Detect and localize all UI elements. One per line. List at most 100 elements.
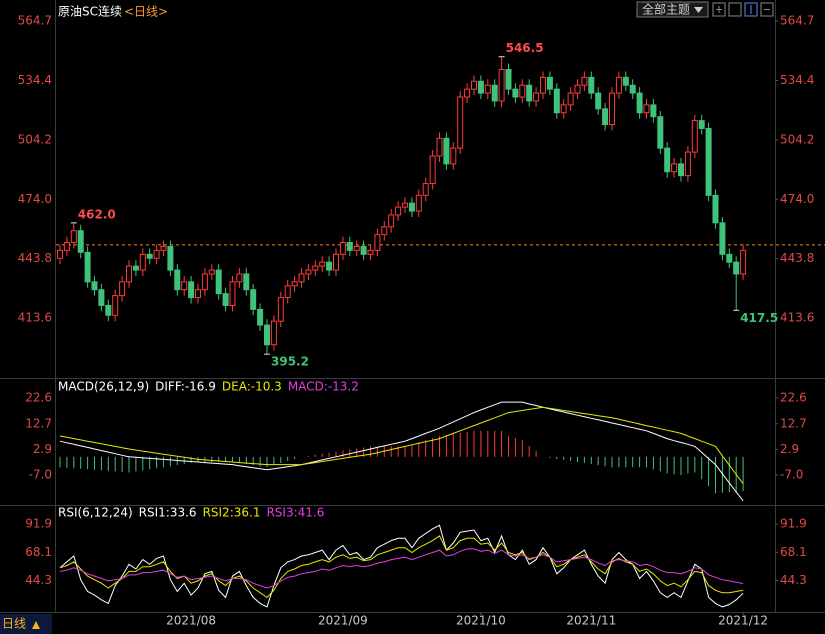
legend-entry: RSI2:36.1 [203,506,261,520]
candle-body [167,245,174,271]
theme-button-box[interactable] [636,1,709,18]
candle-body [415,194,422,212]
y-tick-label: 504.2 [18,132,52,146]
y-tick-label: -7.0 [29,468,52,482]
high-label: 462.0 [78,207,116,221]
candle-body [512,88,519,98]
candle-body [484,84,491,94]
candle-body [664,147,671,173]
candle-body [622,76,629,86]
candle-body [705,127,712,196]
icon-split[interactable] [744,2,758,17]
candle-body [284,285,291,299]
y-tick-label: 91.9 [25,517,52,531]
candle-body [609,92,615,126]
legend-entry: DEA:-10.3 [222,380,282,394]
indicator-title: MACD(26,12,9) [58,380,149,394]
candle-body [339,242,346,255]
candle-body [602,108,609,126]
candle-body [257,308,264,326]
low-label: 417.5 [740,311,778,325]
frame [0,0,825,613]
y-tick-label: 474.0 [18,192,52,206]
x-tick-label: 2021/11 [566,614,616,628]
candle-body [160,245,167,251]
candle-body [195,289,201,299]
candle-body [443,137,450,165]
candle-body [374,234,381,251]
dropdown-arrow[interactable] [694,7,703,13]
y-tick-label: 443.8 [18,251,52,265]
period-tab-label[interactable]: 日线 [2,617,26,631]
candle-body [298,273,305,283]
y-tick-label: 413.6 [18,311,52,325]
y-tick-label-right: 12.7 [780,416,807,430]
x-tick-label: 2021/09 [318,614,368,628]
candle-body [201,273,208,291]
candle-body [471,80,477,90]
icon-window[interactable] [728,2,742,17]
icon-crosshair[interactable] [712,2,726,17]
y-tick-label-right: 68.1 [780,545,807,559]
candle-body [726,253,733,263]
indicator-title: RSI(6,12,24) [58,506,133,520]
candle-body [277,297,284,322]
y-tick-label-right: 534.4 [780,73,814,87]
candle-body [553,88,560,114]
candle-body [643,104,650,114]
candle-body [395,206,402,216]
candle-body [57,249,63,259]
theme-button[interactable]: 全部主题 [636,1,709,18]
candle-body [98,289,105,306]
candle-body [402,202,408,208]
rsi-line [59,535,744,599]
candle-body [429,155,436,185]
icon-close[interactable] [760,2,774,17]
y-tick-label: 564.7 [18,13,52,27]
candle-body [740,249,747,275]
candle-body [388,214,395,228]
y-tick-label-right: 44.3 [780,573,807,587]
candle-body [464,88,471,98]
candle-body [208,269,215,275]
candle-body [422,183,429,196]
candle-body [360,245,367,255]
candle-body [139,253,146,271]
candle-body [733,261,740,275]
candle-body [657,116,664,149]
candle-body [533,92,540,102]
y-tick-label: 44.3 [25,573,52,587]
candle-body [636,92,643,114]
symbol: 原油SC连续 [58,4,122,19]
candle-body [588,76,595,94]
candle-body [229,281,236,306]
candle-body [691,120,698,153]
candle-body [119,281,126,297]
y-tick-label-right: 474.0 [780,192,814,206]
candle-body [319,261,326,267]
candle-body [291,281,298,287]
candle-body [408,202,415,212]
low-label: 395.2 [271,355,309,369]
y-tick-label: 534.4 [18,73,52,87]
x-tick-label: 2021/08 [166,614,216,628]
candle-body [678,163,684,177]
y-tick-label-right: 22.6 [780,390,807,404]
candle-body [105,304,112,316]
y-tick-label: 2.9 [33,442,52,456]
candle-body [222,293,229,306]
candle-body [264,324,270,346]
candle-body [519,84,526,98]
candle-body [174,269,181,291]
candle-body [333,253,339,271]
candle-body [546,76,553,90]
candle-body [567,92,574,106]
period-tab-arrow[interactable] [32,621,40,629]
theme-button-label[interactable]: 全部主题 [642,2,690,17]
candle-body [595,92,602,110]
y-tick-label-right: 413.6 [780,311,814,325]
candle-body [188,281,195,299]
candle-body [381,226,388,236]
candle-body [84,251,91,283]
candle-body [181,281,188,291]
